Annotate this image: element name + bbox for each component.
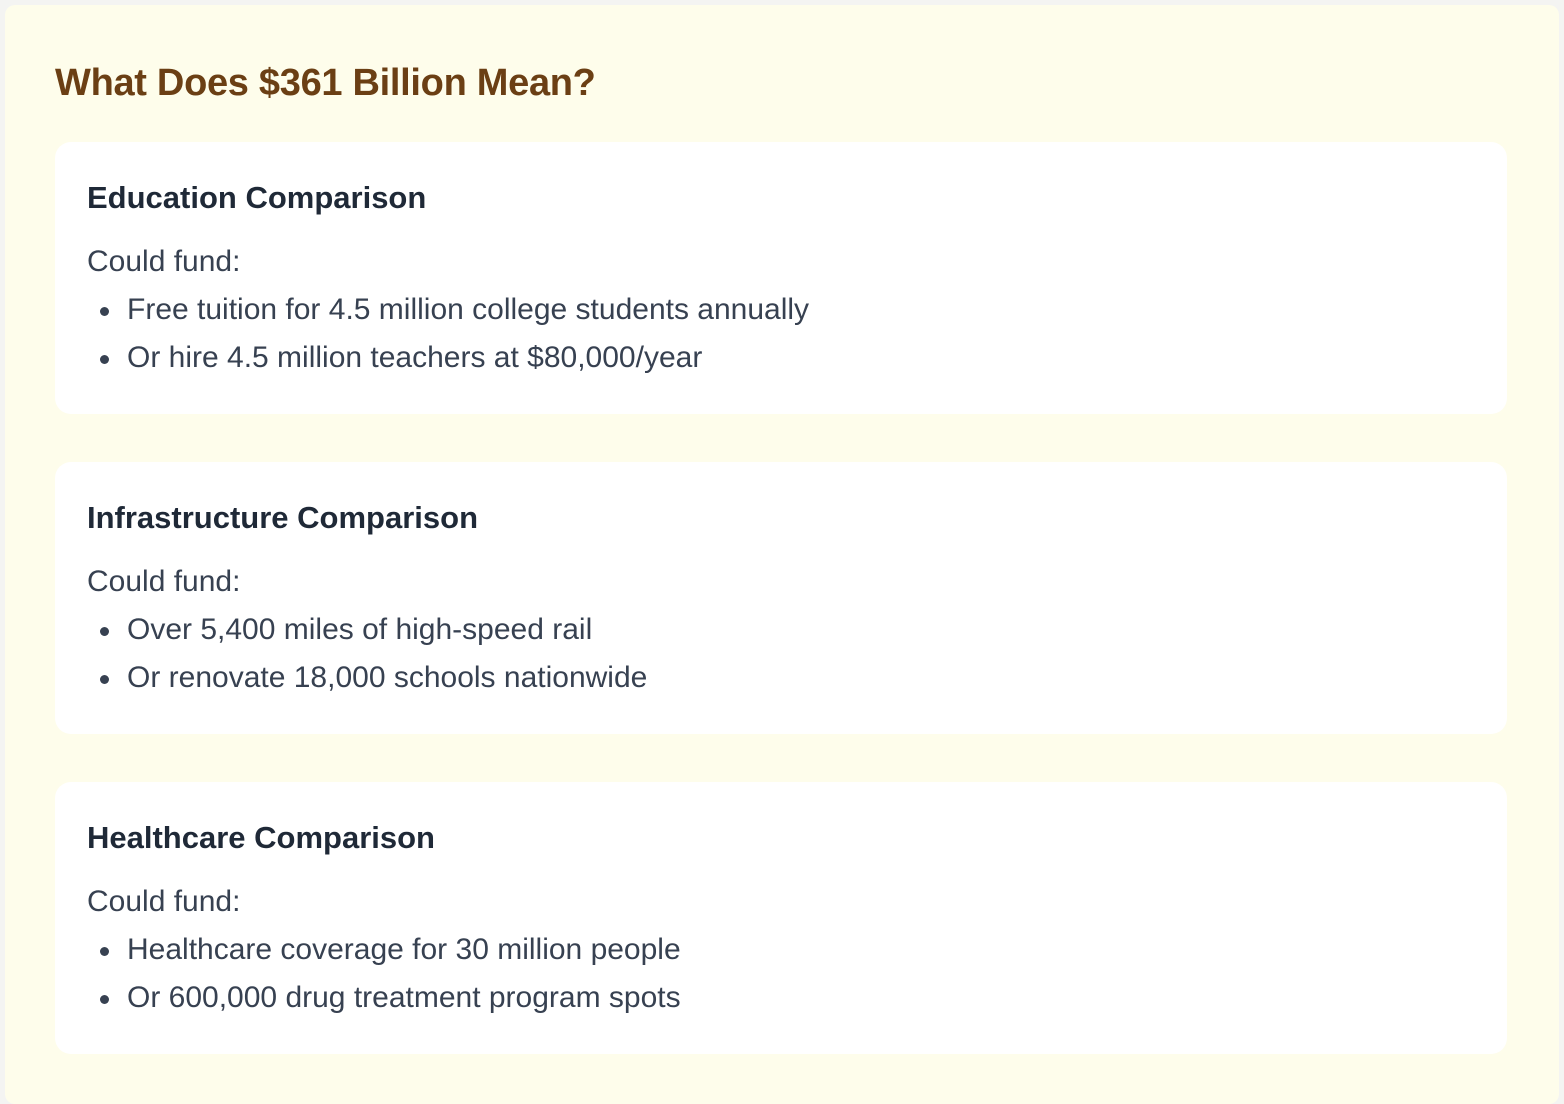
card-title: Education Comparison (87, 180, 427, 215)
card-list: Free tuition for 4.5 million college stu… (87, 290, 1475, 386)
comparison-panel: What Does $361 Billion Mean? Education C… (5, 5, 1559, 1104)
list-item: Free tuition for 4.5 million college stu… (87, 290, 1475, 338)
education-comparison-card: Education Comparison Could fund: Free tu… (55, 142, 1507, 414)
healthcare-comparison-card: Healthcare Comparison Could fund: Health… (55, 782, 1507, 1054)
card-title: Infrastructure Comparison (87, 500, 479, 535)
list-item: Or 600,000 drug treatment program spots (87, 978, 1475, 1026)
list-item: Or renovate 18,000 schools nationwide (87, 658, 1475, 706)
card-title: Healthcare Comparison (87, 820, 435, 855)
card-intro: Could fund: (87, 565, 241, 598)
panel-title: What Does $361 Billion Mean? (55, 62, 596, 104)
card-intro: Could fund: (87, 885, 241, 918)
card-list: Over 5,400 miles of high-speed rail Or r… (87, 610, 1475, 706)
card-intro: Could fund: (87, 245, 241, 278)
list-item: Over 5,400 miles of high-speed rail (87, 610, 1475, 658)
list-item: Or hire 4.5 million teachers at $80,000/… (87, 338, 1475, 386)
list-item: Healthcare coverage for 30 million peopl… (87, 930, 1475, 978)
card-list: Healthcare coverage for 30 million peopl… (87, 930, 1475, 1026)
infrastructure-comparison-card: Infrastructure Comparison Could fund: Ov… (55, 462, 1507, 734)
